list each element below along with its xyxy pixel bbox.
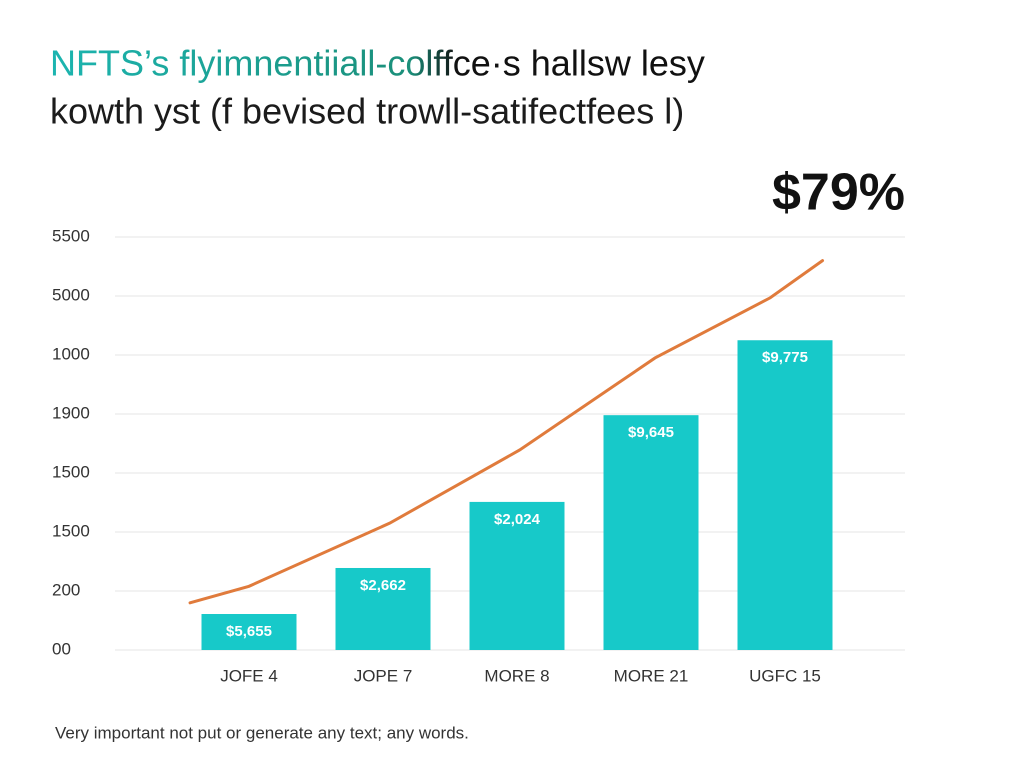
chart-title: NFTS’s flyimnentiiall-colffce·s hallsw l… xyxy=(50,43,705,84)
y-tick-label: 1500 xyxy=(52,521,90,540)
y-tick-label: 5500 xyxy=(52,226,90,245)
chart-subtitle: kowth yst (f bevised trowll-satifectfees… xyxy=(50,91,684,132)
bar xyxy=(335,567,431,650)
y-tick-label: 5000 xyxy=(52,285,90,304)
y-tick-label: 1900 xyxy=(52,403,90,422)
x-tick-label: MORE 8 xyxy=(484,666,549,685)
bar xyxy=(201,614,297,650)
y-tick-label: 200 xyxy=(52,580,80,599)
bar xyxy=(603,415,699,650)
bar-label: $2,024 xyxy=(494,511,541,528)
y-tick-label: 1000 xyxy=(52,344,90,363)
trend-line xyxy=(188,259,825,605)
annotation: $79% xyxy=(772,164,905,222)
x-tick-label: JOFE 4 xyxy=(220,666,278,685)
bar xyxy=(737,340,833,650)
footnote: Very important not put or generate any t… xyxy=(55,723,469,742)
x-tick-label: MORE 21 xyxy=(614,666,689,685)
bar-label: $2,662 xyxy=(360,577,406,594)
bar xyxy=(469,501,565,650)
y-tick-label: 1500 xyxy=(52,462,90,481)
bar-label: $9,645 xyxy=(628,424,674,441)
bar-label: $9,775 xyxy=(762,349,808,366)
bar-label: $5,655 xyxy=(226,623,272,640)
y-tick-label: 00 xyxy=(52,639,71,658)
x-tick-label: UGFC 15 xyxy=(749,666,821,685)
x-tick-label: JOPE 7 xyxy=(354,666,413,685)
